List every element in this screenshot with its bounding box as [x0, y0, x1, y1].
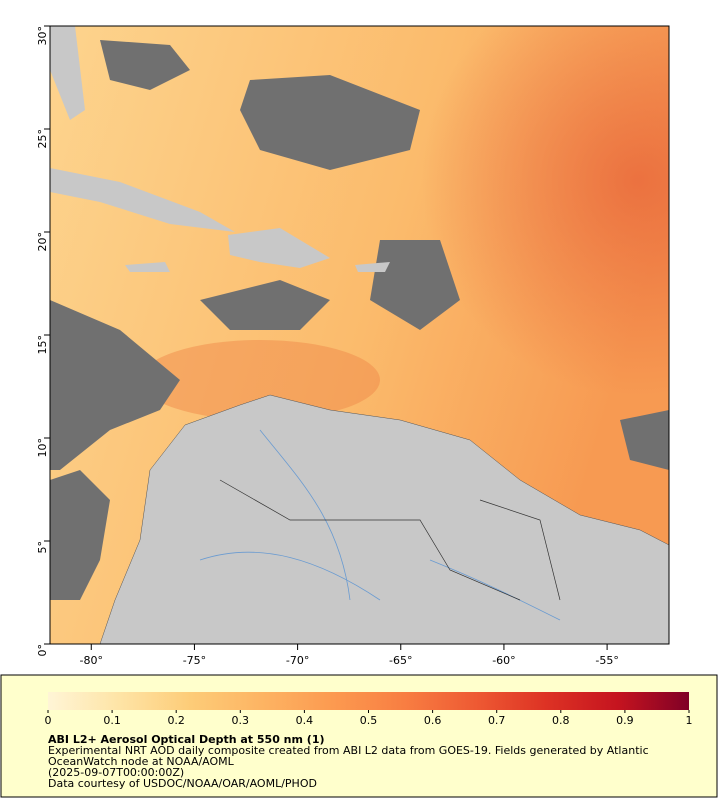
y-tick-label: 15° [36, 335, 49, 355]
colorbar-ramp [48, 692, 689, 710]
x-tick-label: -65° [389, 654, 412, 667]
colorbar-tick-label: 1 [686, 714, 693, 727]
y-tick-label: 0° [36, 644, 49, 657]
y-tick-label: 20° [36, 232, 49, 252]
y-tick-label: 5° [36, 541, 49, 554]
caption-line: OceanWatch node at NOAA/AOML [48, 755, 235, 768]
colorbar-tick-label: 0.2 [167, 714, 185, 727]
colorbar-tick-label: 0.8 [552, 714, 570, 727]
x-tick-label: -55° [595, 654, 618, 667]
axes: -80° -75° -70° -65° -60° -55° 0° 5° 10° 15° 20° 25°… [36, 25, 619, 667]
colorbar-tick-label: 0.9 [616, 714, 634, 727]
colorbar-tick-label: 0 [45, 714, 52, 727]
caption-line: Data courtesy of USDOC/NOAA/OAR/AOML/PHO… [48, 777, 317, 790]
y-tick-label: 10° [36, 438, 49, 458]
caption-title: ABI L2+ Aerosol Optical Depth at 550 nm … [48, 733, 325, 746]
y-tick-label: 30° [36, 26, 49, 46]
caption-line: (2025-09-07T00:00:00Z) [48, 766, 184, 779]
map-image [50, 26, 669, 644]
colorbar-tick-label: 0.6 [424, 714, 442, 727]
caption-line: Experimental NRT AOD daily composite cre… [48, 744, 649, 757]
x-tick-label: -70° [286, 654, 309, 667]
colorbar-tick-label: 0.4 [296, 714, 314, 727]
x-tick-label: -80° [80, 654, 103, 667]
x-tick-label: -60° [492, 654, 515, 667]
colorbar-tick-label: 0.7 [488, 714, 506, 727]
colorbar: 0 0.1 0.2 0.3 0.4 0.5 0.6 0.7 0.8 0.9 1 [45, 692, 693, 727]
colorbar-tick-label: 0.5 [360, 714, 378, 727]
colorbar-tick-label: 0.3 [232, 714, 250, 727]
y-tick-label: 25° [36, 129, 49, 149]
x-tick-label: -75° [183, 654, 206, 667]
colorbar-tick-label: 0.1 [103, 714, 121, 727]
